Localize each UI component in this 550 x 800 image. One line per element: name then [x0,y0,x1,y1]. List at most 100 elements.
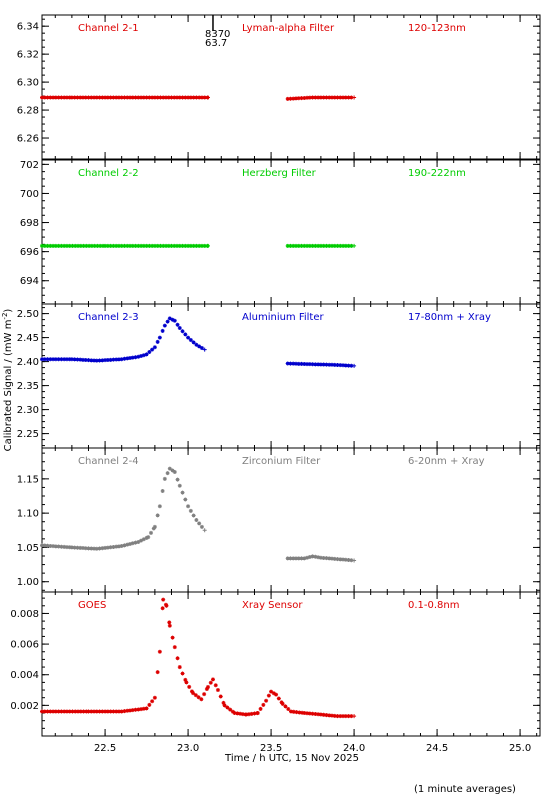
data-point [307,555,312,560]
data-point [59,357,64,362]
data-point [56,544,61,549]
data-point [94,95,99,100]
data-point [42,243,47,248]
data-point [346,558,351,563]
data-point [98,243,103,248]
data-point [252,711,257,716]
data-point [40,95,44,100]
data-point [324,243,329,248]
data-point [100,243,105,248]
x-tick-label: 24.5 [426,743,448,754]
data-point [89,358,94,363]
data-point [103,545,108,550]
data-point [293,361,298,366]
data-point [56,95,61,100]
data-point [167,620,172,625]
data-point [172,318,177,323]
data-point [321,243,326,248]
y-tick-label: 0.002 [10,701,39,712]
data-point [114,357,119,362]
data-point [186,95,191,100]
data-point [144,352,149,357]
data-point [302,362,307,366]
data-point [172,243,177,248]
data-point [235,711,240,716]
data-point [296,96,301,101]
data-point [335,557,340,562]
data-point [114,544,119,549]
data-point [335,362,340,367]
data-point [338,95,343,100]
filter-label: Herzberg Filter [242,168,317,179]
data-point [167,466,172,471]
channel-label: Channel 2-1 [78,23,139,34]
data-point [187,684,192,689]
data-point [167,623,172,628]
data-point [94,358,99,363]
data-point [327,362,332,367]
data-point [299,96,304,101]
data-point [332,95,337,100]
data-point [64,95,69,100]
data-point [89,95,94,100]
data-point [89,709,94,714]
data-point [86,709,91,714]
panel-4: 1.00 1.05 1.10 1.15 Channel 2-4 Zirconium Fil… [17,447,541,593]
data-point [324,556,329,561]
data-point [341,243,346,248]
data-point [341,363,346,368]
data-point [208,680,213,685]
data-point [335,95,340,100]
data-point [215,688,220,693]
data-point [105,95,110,100]
data-point [62,709,67,714]
data-point [246,712,251,717]
data-point [80,95,85,100]
data-point [177,665,182,670]
data-point [194,243,199,248]
data-point [127,708,132,713]
chart-panels: 6.26 6.28 6.30 6.32 6.34 Channel 2-1 Lyman-alp… [10,14,541,737]
data-point [338,243,343,248]
data-point [152,524,157,529]
data-point [97,95,102,100]
channel-label: GOES [78,600,106,611]
data-point [62,243,67,248]
data-point [100,358,105,363]
data-point [218,694,223,699]
data-point [84,243,89,248]
band-label: 17-80nm + Xray [408,312,491,323]
data-point [202,528,207,533]
data-point [332,362,337,367]
data-point [70,709,75,714]
data-point [158,95,163,100]
data-point [92,95,97,100]
data-point [329,362,334,367]
data-point [276,696,281,701]
x-tick-label: 24.0 [343,743,365,754]
data-point [119,95,124,100]
data-point [335,243,340,248]
data-point [146,535,151,540]
data-point [108,95,113,100]
data-point [169,243,174,248]
data-point [264,698,269,703]
data-point [293,243,298,248]
data-point [177,243,182,248]
data-point [255,711,260,716]
data-point [222,703,227,708]
data-point [136,243,141,248]
data-point [199,346,204,351]
data-point [349,714,354,719]
data-point [177,326,182,330]
data-point [114,709,119,714]
data-point [69,95,74,100]
data-point [42,709,47,714]
data-point [318,555,323,560]
data-point [343,714,348,719]
data-point [67,709,72,714]
data-point [161,243,166,248]
data-point [67,357,72,362]
data-point [225,705,230,710]
data-point [313,243,318,248]
